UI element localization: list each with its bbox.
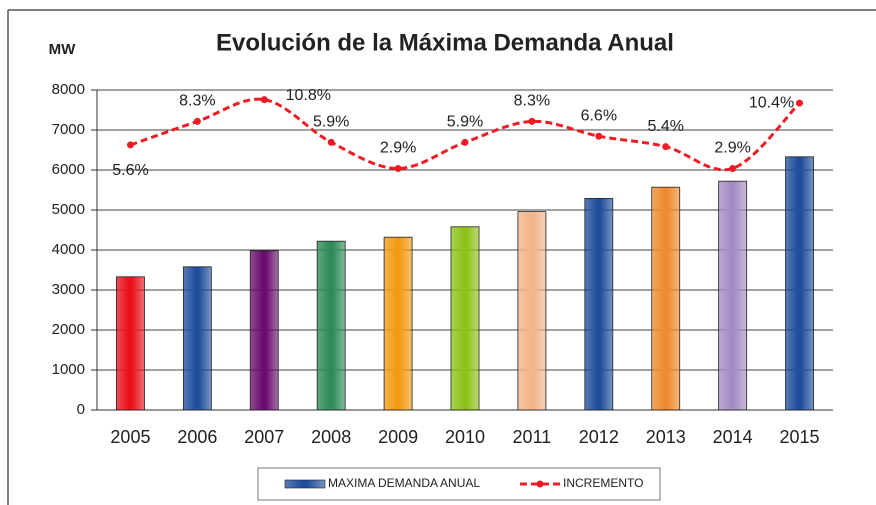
bar <box>718 180 748 411</box>
data-label: 6.6% <box>581 107 617 124</box>
data-label: 8.3% <box>179 93 215 110</box>
y-tick-label: 7000 <box>52 121 85 138</box>
legend-swatch <box>284 479 326 489</box>
line-marker <box>595 132 603 140</box>
y-tick-label: 3000 <box>52 281 85 298</box>
data-label: 8.3% <box>514 93 550 110</box>
data-label: 5.9% <box>313 114 349 131</box>
data-label: 2.9% <box>714 140 750 157</box>
y-tick-label: 5000 <box>52 201 85 218</box>
data-label: 5.9% <box>447 114 483 131</box>
y-tick-label: 8000 <box>52 81 85 98</box>
bar <box>249 250 279 411</box>
bar <box>316 240 346 411</box>
y-tick-label: 6000 <box>52 161 85 178</box>
x-tick-label: 2006 <box>177 427 217 447</box>
line-marker <box>729 164 737 172</box>
y-tick-label: 2000 <box>52 321 85 338</box>
legend-swatch-marker <box>536 480 544 488</box>
line-marker <box>528 117 536 125</box>
x-tick-label: 2015 <box>780 427 820 447</box>
legend-label: MAXIMA DEMANDA ANUAL <box>328 476 480 490</box>
line-marker <box>260 96 268 104</box>
line-marker <box>796 99 804 107</box>
x-tick-label: 2010 <box>445 427 485 447</box>
bar <box>383 236 413 411</box>
y-axis-label: MW <box>49 41 76 58</box>
line-marker <box>327 138 335 146</box>
bar <box>116 276 145 411</box>
bar <box>584 197 614 411</box>
x-tick-label: 2012 <box>579 427 619 447</box>
line-marker <box>461 138 469 146</box>
x-tick-label: 2009 <box>378 427 418 447</box>
x-tick-label: 2008 <box>311 427 351 447</box>
x-tick-label: 2005 <box>110 427 150 447</box>
line <box>129 97 801 172</box>
data-label: 2.9% <box>380 140 416 157</box>
x-tick-label: 2014 <box>713 427 753 447</box>
data-label: 10.8% <box>286 87 331 104</box>
chart-title: Evolución de la Máxima Demanda Anual <box>216 29 674 56</box>
data-label: 5.6% <box>112 162 148 179</box>
y-tick-label: 0 <box>77 401 85 418</box>
line-marker <box>662 143 670 151</box>
line-marker <box>193 117 201 125</box>
line-marker <box>126 141 134 149</box>
bar <box>785 156 814 411</box>
legend-label: INCREMENTO <box>563 476 643 490</box>
x-tick-label: 2007 <box>244 427 284 447</box>
line-marker <box>394 164 402 172</box>
bar <box>182 266 212 411</box>
data-label: 5.4% <box>647 118 683 135</box>
y-tick-label: 1000 <box>52 361 85 378</box>
x-tick-label: 2011 <box>513 427 552 447</box>
data-label: 10.4% <box>749 94 794 111</box>
bar <box>651 186 681 411</box>
bar <box>517 211 547 411</box>
bar <box>450 226 480 411</box>
x-tick-label: 2013 <box>646 427 686 447</box>
y-tick-label: 4000 <box>52 241 85 258</box>
